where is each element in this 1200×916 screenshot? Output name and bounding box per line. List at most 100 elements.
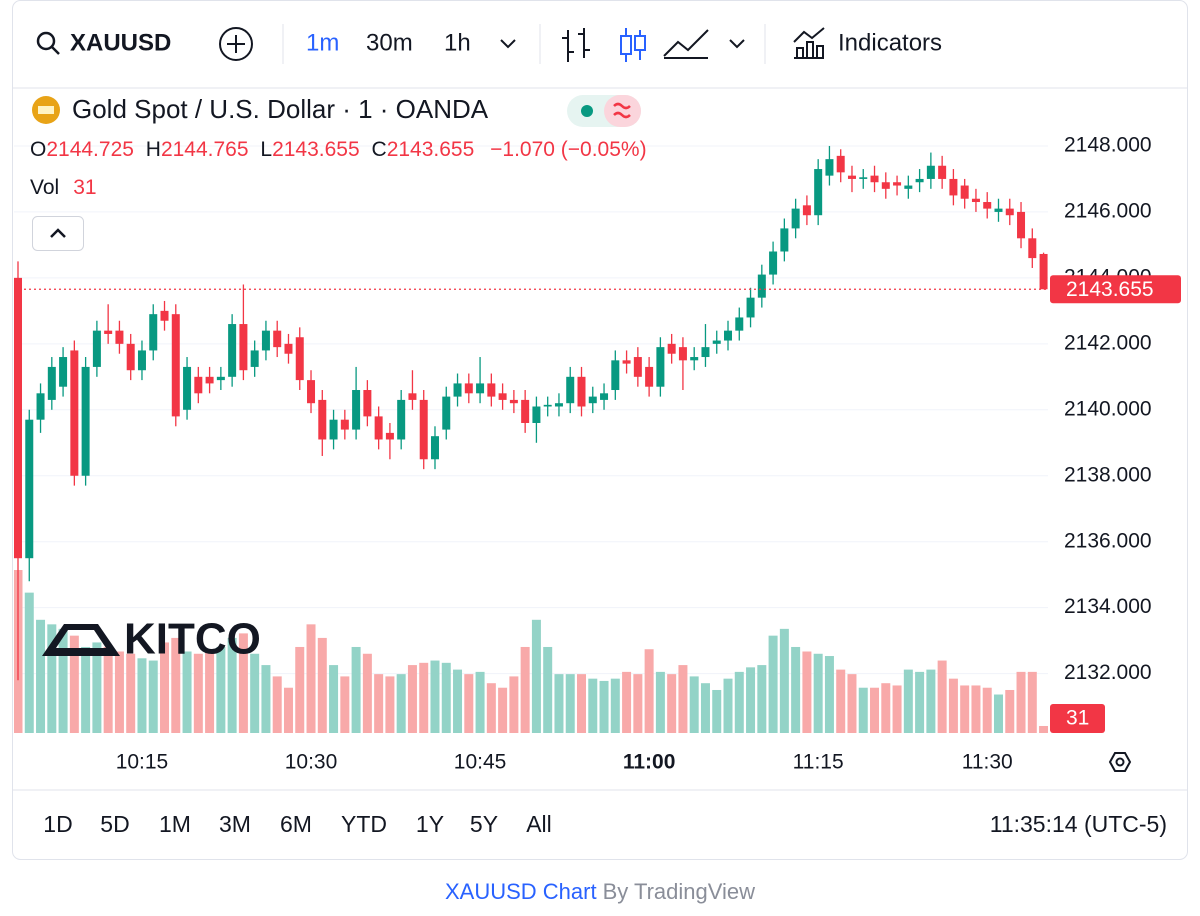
x-tick-label: 10:45 [454,751,507,774]
candle-icon [634,35,646,51]
volume-bar [881,683,891,733]
status-dot [581,105,593,117]
volume-bar [937,660,947,733]
volume-bar [126,653,136,733]
last-price-tag [1050,275,1181,304]
candle-body [994,208,1003,212]
range-button[interactable]: All [526,811,552,837]
collapse-legend-button[interactable] [32,216,84,251]
candle-body [735,317,744,331]
volume-bar [475,671,485,733]
volume-bar [36,619,46,733]
volume-bar [712,689,722,733]
candle-body [656,347,665,387]
open-value: 2144.725 [46,138,134,161]
candle-body [949,178,958,196]
x-tick-label: 11:00 [623,751,676,774]
volume-bar [464,674,474,733]
candle-body [915,178,924,183]
volume-tag-label: 31 [1066,707,1089,730]
range-button[interactable]: 6M [280,811,312,837]
candle-body [757,274,766,298]
candle-body [137,350,146,371]
close-label: C [372,138,387,161]
candle-body [273,330,282,348]
interval-dropdown[interactable] [500,39,516,49]
range-button[interactable]: 5Y [470,811,498,837]
volume-bar [295,646,305,733]
volume-bar [982,687,992,733]
area-style-icon[interactable] [663,29,709,59]
plot-area: 2132.000 2134.000 2136.000 2138.000 2140.000… [14,134,1181,774]
volume-bar [554,674,564,733]
candle-body [667,343,676,354]
volume-bar [250,653,260,733]
candle-body [836,155,845,173]
footer-link[interactable]: XAUUSD Chart [445,879,597,904]
candle-body [36,393,45,420]
candle-body [239,324,248,371]
last-price-label: 2143.655 [1066,278,1154,301]
indicators-button[interactable]: Indicators [793,27,942,59]
volume-bar [1027,671,1037,733]
candle-body [926,165,935,179]
candle-body [554,403,563,407]
open-label: O [30,138,46,161]
symbol-search[interactable]: XAUUSD [36,29,171,56]
range-button[interactable]: 5D [100,811,129,837]
volume-bar [1039,725,1048,733]
candle-body [960,185,969,199]
compare-button[interactable] [219,27,253,61]
volume-bar [903,669,913,733]
volume-bar [137,658,147,733]
y-tick-label: 2134.000 [1064,595,1152,618]
candle-body [104,330,113,334]
interval-button[interactable]: 1h [444,29,471,56]
range-button[interactable]: YTD [341,811,387,837]
settings-button[interactable] [1108,752,1132,772]
candle-body [250,350,259,367]
candle-body [712,340,721,344]
legend-title: Gold Spot / U.S. Dollar · 1 · OANDA [72,94,489,124]
interval-button[interactable]: 30m [366,29,413,56]
range-button[interactable]: 1D [43,811,72,837]
range-button[interactable]: 3M [219,811,251,837]
volume-bar [610,678,620,733]
volume-bar [362,653,372,733]
candle-body [408,393,417,400]
volume-bar [317,637,327,733]
volume-value: 31 [73,176,96,199]
watermark: KITCO [124,615,261,664]
y-tick-label: 2148.000 [1064,134,1152,157]
candles-style-icon[interactable] [620,28,646,62]
interval-button[interactable]: 1m [306,29,339,56]
candle-body [904,185,913,189]
volume-bar [148,660,158,733]
style-dropdown[interactable] [729,39,745,49]
range-button[interactable]: 1Y [416,811,444,837]
bars-style-icon[interactable] [562,28,590,62]
volume-bar [238,633,248,733]
candle-body [284,343,293,354]
candle-body [374,416,383,440]
search-icon [36,31,56,51]
volume-bar [509,676,519,733]
plus-icon [219,27,253,61]
volume-bar [486,683,496,733]
volume-bar [588,678,598,733]
volume-bar [971,685,981,733]
candle-body [115,330,124,344]
volume-bar [171,637,181,733]
range-button[interactable]: 1M [159,811,191,837]
x-tick-label: 11:30 [962,751,1013,774]
candle-body [1028,238,1037,259]
volume-bar [813,653,823,733]
candle-body [622,360,631,364]
volume-bar [453,669,463,733]
status-icon [613,102,631,119]
y-tick-label: 2142.000 [1064,331,1152,354]
collapse-icon [50,228,66,238]
volume-bar [272,676,282,733]
volume-bar [182,651,192,733]
